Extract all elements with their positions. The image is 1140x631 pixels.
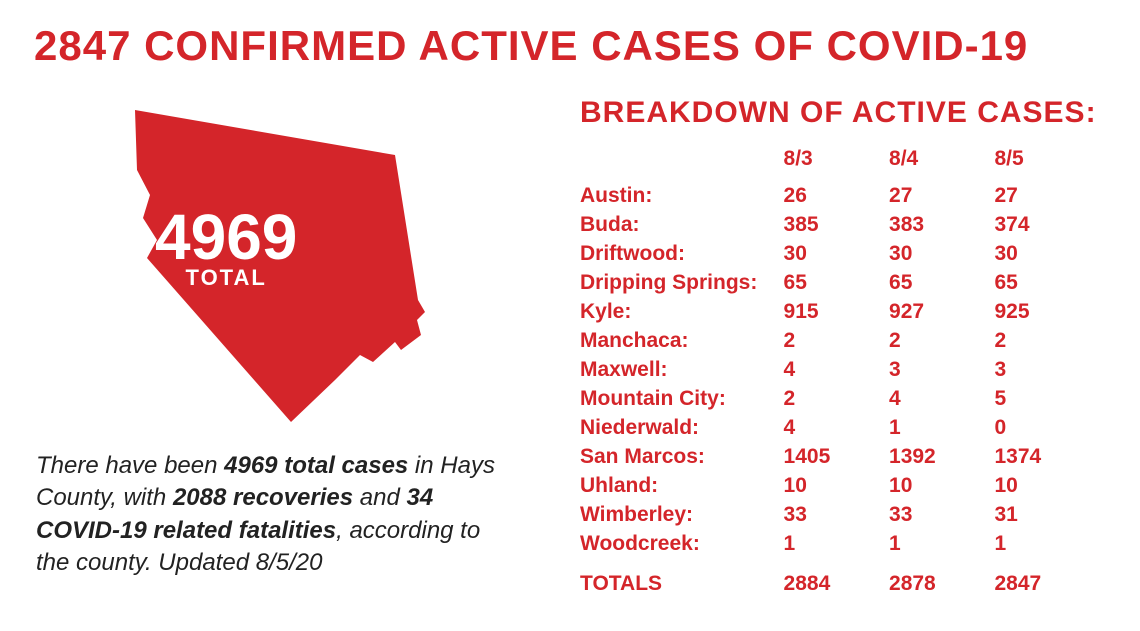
totals-cell: 2884 xyxy=(784,558,889,599)
value-cell: 30 xyxy=(994,239,1100,268)
breakdown-table: 8/3 8/4 8/5 Austin:262727Buda:385383374D… xyxy=(580,144,1100,599)
table-row: Driftwood:303030 xyxy=(580,239,1100,268)
value-cell: 383 xyxy=(889,210,994,239)
total-cases-number: 4969 xyxy=(155,205,297,269)
city-cell: San Marcos: xyxy=(580,442,784,471)
city-cell: Niederwald: xyxy=(580,413,784,442)
value-cell: 1 xyxy=(994,529,1100,558)
value-cell: 385 xyxy=(784,210,889,239)
totals-row: TOTALS288428782847 xyxy=(580,558,1100,599)
city-cell: Dripping Springs: xyxy=(580,268,784,297)
value-cell: 65 xyxy=(889,268,994,297)
breakdown-section: BREAKDOWN OF ACTIVE CASES: 8/3 8/4 8/5 A… xyxy=(580,96,1120,599)
value-cell: 915 xyxy=(784,297,889,326)
value-cell: 2 xyxy=(889,326,994,355)
table-row: Kyle:915927925 xyxy=(580,297,1100,326)
summary-text: There have been 4969 total cases in Hays… xyxy=(36,450,506,580)
table-row: Buda:385383374 xyxy=(580,210,1100,239)
value-cell: 1392 xyxy=(889,442,994,471)
city-cell: Wimberley: xyxy=(580,500,784,529)
headline: 2847 CONFIRMED ACTIVE CASES OF COVID-19 xyxy=(34,22,1028,70)
value-cell: 30 xyxy=(784,239,889,268)
value-cell: 0 xyxy=(994,413,1100,442)
value-cell: 374 xyxy=(994,210,1100,239)
city-cell: Mountain City: xyxy=(580,384,784,413)
summary-bold: 4969 total cases xyxy=(224,452,408,479)
value-cell: 10 xyxy=(889,471,994,500)
value-cell: 3 xyxy=(889,355,994,384)
city-cell: Uhland: xyxy=(580,471,784,500)
date-header: 8/5 xyxy=(994,144,1100,181)
value-cell: 925 xyxy=(994,297,1100,326)
table-row: San Marcos:140513921374 xyxy=(580,442,1100,471)
value-cell: 33 xyxy=(889,500,994,529)
table-row: Wimberley:333331 xyxy=(580,500,1100,529)
city-cell: Maxwell: xyxy=(580,355,784,384)
summary-segment: There have been xyxy=(36,452,224,479)
city-cell: Manchaca: xyxy=(580,326,784,355)
totals-cell: 2878 xyxy=(889,558,994,599)
city-cell: Austin: xyxy=(580,181,784,210)
breakdown-title: BREAKDOWN OF ACTIVE CASES: xyxy=(580,96,1120,130)
value-cell: 1 xyxy=(889,413,994,442)
value-cell: 65 xyxy=(784,268,889,297)
value-cell: 31 xyxy=(994,500,1100,529)
table-row: Maxwell:433 xyxy=(580,355,1100,384)
value-cell: 1 xyxy=(784,529,889,558)
date-header: 8/3 xyxy=(784,144,889,181)
value-cell: 1 xyxy=(889,529,994,558)
value-cell: 1374 xyxy=(994,442,1100,471)
city-cell: Woodcreek: xyxy=(580,529,784,558)
value-cell: 5 xyxy=(994,384,1100,413)
table-row: Niederwald:410 xyxy=(580,413,1100,442)
table-row: Woodcreek:111 xyxy=(580,529,1100,558)
value-cell: 3 xyxy=(994,355,1100,384)
value-cell: 4 xyxy=(784,355,889,384)
value-cell: 26 xyxy=(784,181,889,210)
value-cell: 4 xyxy=(784,413,889,442)
value-cell: 27 xyxy=(994,181,1100,210)
totals-cell: 2847 xyxy=(994,558,1100,599)
table-row: Austin:262727 xyxy=(580,181,1100,210)
totals-label: TOTALS xyxy=(580,558,784,599)
city-cell: Driftwood: xyxy=(580,239,784,268)
value-cell: 2 xyxy=(784,384,889,413)
table-row: Mountain City:245 xyxy=(580,384,1100,413)
table-header-row: 8/3 8/4 8/5 xyxy=(580,144,1100,181)
summary-segment: and xyxy=(353,484,406,511)
value-cell: 65 xyxy=(994,268,1100,297)
table-row: Uhland:101010 xyxy=(580,471,1100,500)
map-total-label: 4969 TOTAL xyxy=(155,205,297,291)
value-cell: 4 xyxy=(889,384,994,413)
value-cell: 30 xyxy=(889,239,994,268)
city-cell: Buda: xyxy=(580,210,784,239)
table-row: Dripping Springs:656565 xyxy=(580,268,1100,297)
city-column-header xyxy=(580,144,784,181)
value-cell: 1405 xyxy=(784,442,889,471)
value-cell: 27 xyxy=(889,181,994,210)
date-header: 8/4 xyxy=(889,144,994,181)
value-cell: 33 xyxy=(784,500,889,529)
value-cell: 927 xyxy=(889,297,994,326)
table-row: Manchaca:222 xyxy=(580,326,1100,355)
value-cell: 10 xyxy=(784,471,889,500)
value-cell: 2 xyxy=(994,326,1100,355)
summary-bold: 2088 recoveries xyxy=(173,484,353,511)
city-cell: Kyle: xyxy=(580,297,784,326)
value-cell: 10 xyxy=(994,471,1100,500)
value-cell: 2 xyxy=(784,326,889,355)
